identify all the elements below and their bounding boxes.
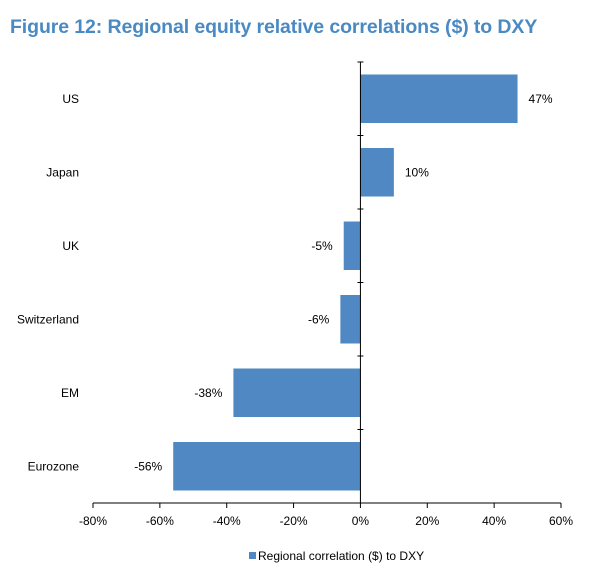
value-label-us: 47%	[529, 92, 553, 106]
bar-em	[233, 368, 361, 418]
value-label-em: -38%	[194, 386, 222, 400]
category-label-eurozone: Eurozone	[28, 459, 80, 473]
labels-layer: US 47% Japan 10% UK -5% Switzerland -6% EM -38% Eu…	[17, 92, 573, 528]
legend-label: Regional correlation ($) to DXY	[258, 549, 424, 563]
x-tick-label: -60%	[146, 514, 174, 528]
x-tick-label: -80%	[79, 514, 107, 528]
bar-switzerland	[340, 294, 361, 344]
bars-layer	[173, 74, 518, 491]
x-tick-label: 20%	[415, 514, 439, 528]
axes-layer	[92, 61, 562, 508]
legend: Regional correlation ($) to DXY	[249, 549, 424, 563]
chart-title: Figure 12: Regional equity relative corr…	[10, 16, 538, 38]
bar-us	[360, 74, 518, 124]
bar-eurozone	[173, 441, 361, 491]
value-label-switzerland: -6%	[308, 312, 330, 326]
category-label-switzerland: Switzerland	[17, 312, 79, 326]
value-label-uk: -5%	[311, 239, 333, 253]
category-label-em: EM	[61, 386, 79, 400]
category-label-us: US	[62, 92, 79, 106]
bar-japan	[360, 147, 394, 197]
x-tick-label: 60%	[549, 514, 573, 528]
x-tick-label: 0%	[352, 514, 370, 528]
legend-swatch	[249, 552, 256, 559]
x-tick-label: -20%	[280, 514, 308, 528]
category-label-japan: Japan	[46, 165, 79, 179]
x-tick-label: -40%	[213, 514, 241, 528]
category-label-uk: UK	[62, 239, 79, 253]
bar-uk	[343, 221, 361, 271]
value-label-eurozone: -56%	[134, 459, 162, 473]
x-tick-label: 40%	[482, 514, 506, 528]
value-label-japan: 10%	[405, 165, 429, 179]
